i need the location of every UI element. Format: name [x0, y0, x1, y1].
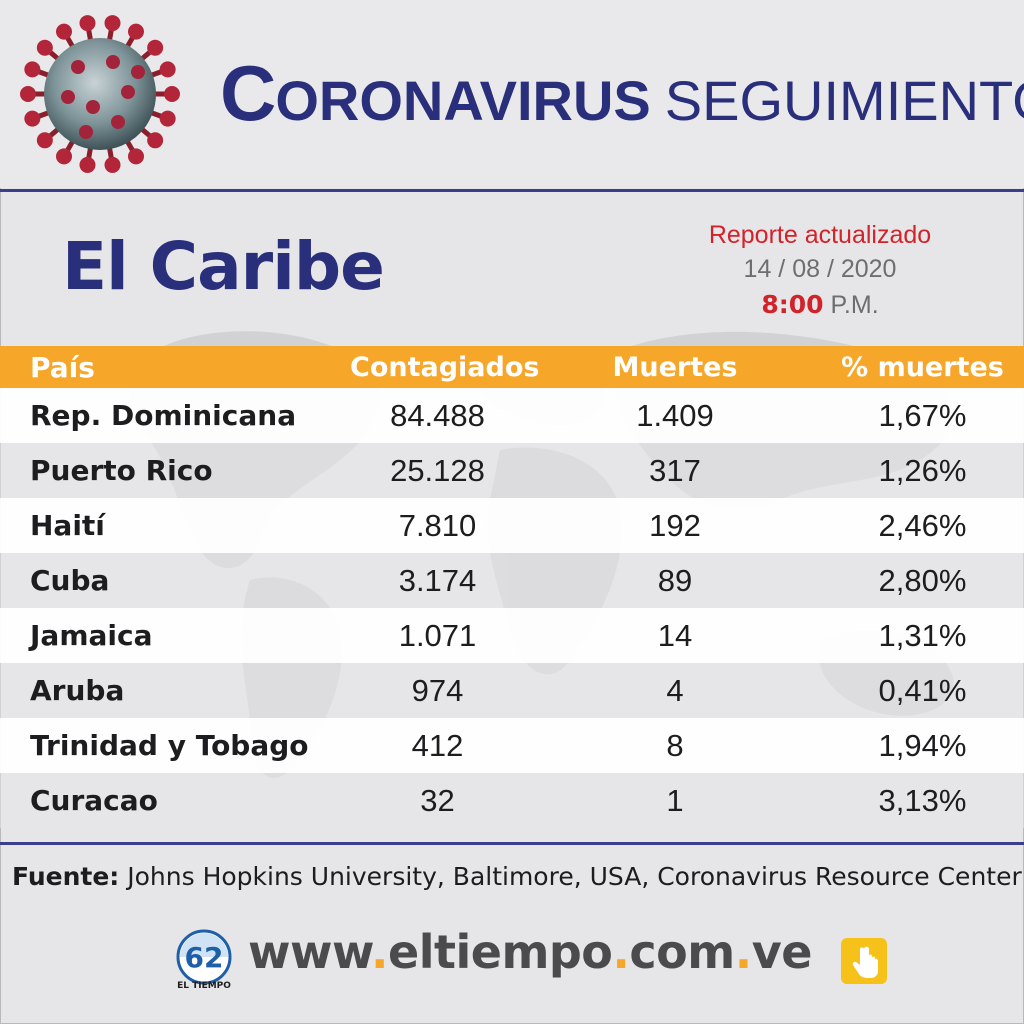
title-main: ORONAVIRUS: [275, 69, 651, 132]
cell-cases: 32: [420, 782, 455, 818]
cell-deaths: 14: [657, 617, 693, 653]
table-row: Puerto Rico 25.128 317 1,26%: [0, 443, 1024, 498]
footer-divider: [0, 842, 1024, 845]
cell-country: Rep. Dominicana: [30, 399, 297, 432]
logo-text: EL TIEMPO: [177, 981, 231, 991]
cell-deaths: 8: [666, 727, 684, 763]
website-link[interactable]: www.eltiempo.com.ve: [248, 925, 812, 979]
page-title: CORONAVIRUS SEGUIMIENTO: [220, 48, 1024, 148]
table-row: Trinidad y Tobago 412 8 1,94%: [0, 718, 1024, 773]
region-title: El Caribe: [62, 228, 385, 305]
cell-country: Curacao: [30, 784, 158, 817]
cell-cases: 412: [411, 727, 464, 763]
cell-pct: 2,80%: [878, 562, 967, 598]
report-time-value: 8:00: [761, 290, 824, 319]
table-row: Cuba 3.174 89 2,80%: [0, 553, 1024, 608]
cell-pct: 1,26%: [878, 452, 967, 488]
title-initial: C: [220, 49, 276, 137]
report-label: Reporte actualizado: [708, 221, 932, 249]
table-row: Haití 7.810 192 2,46%: [0, 498, 1024, 553]
source-text: Johns Hopkins University, Baltimore, USA…: [127, 862, 1022, 891]
cell-deaths: 317: [649, 452, 701, 488]
report-date: 14 / 08 / 2020: [743, 255, 897, 283]
cell-country: Puerto Rico: [30, 454, 213, 487]
cell-cases: 84.488: [390, 397, 485, 433]
cell-cases: 974: [411, 672, 464, 708]
cell-deaths: 1.409: [636, 397, 714, 433]
cell-pct: 3,13%: [878, 782, 967, 818]
cell-pct: 1,31%: [878, 617, 967, 653]
cell-country: Jamaica: [30, 619, 153, 652]
cell-pct: 1,67%: [878, 397, 967, 433]
header-divider: [0, 189, 1024, 192]
cell-pct: 2,46%: [878, 507, 967, 543]
cell-country: Aruba: [30, 674, 125, 707]
cell-deaths: 1: [666, 782, 684, 818]
header-cases: Contagiados: [350, 351, 540, 383]
cell-pct: 1,94%: [878, 727, 967, 763]
table-row: Jamaica 1.071 14 1,31%: [0, 608, 1024, 663]
cell-pct: 0,41%: [878, 672, 967, 708]
header-pct: % muertes: [841, 351, 1004, 383]
url-dot: .: [612, 925, 630, 979]
cell-deaths: 89: [657, 562, 693, 598]
cell-cases: 25.128: [390, 452, 485, 488]
title-secondary: SEGUIMIENTO: [664, 69, 1024, 132]
url-dot: .: [734, 925, 752, 979]
table-row: Aruba 974 4 0,41%: [0, 663, 1024, 718]
cell-cases: 7.810: [398, 507, 477, 543]
url-part: com: [629, 925, 735, 979]
source-note: Fuente: Johns Hopkins University, Baltim…: [12, 862, 1022, 891]
footer: 62 EL TIEMPO www.eltiempo.com.ve: [172, 925, 902, 995]
cell-country: Haití: [30, 509, 105, 542]
url-part: eltiempo: [388, 925, 613, 979]
pointer-hand-icon: [841, 938, 887, 984]
table-row: Curacao 32 1 3,13%: [0, 773, 1024, 828]
cell-country: Cuba: [30, 564, 110, 597]
cell-deaths: 4: [666, 672, 684, 708]
url-dot: .: [371, 925, 389, 979]
stats-table: País Contagiados Muertes % muertes Rep. …: [0, 346, 1024, 828]
header-deaths: Muertes: [612, 351, 738, 383]
report-meridiem: P.M.: [830, 291, 879, 319]
el-tiempo-logo: 62 EL TIEMPO: [176, 929, 232, 991]
cell-cases: 1.071: [398, 617, 477, 653]
report-info: Reporte actualizado 14 / 08 / 2020 8:00 …: [690, 218, 950, 324]
logo-number: 62: [185, 941, 224, 974]
header: CORONAVIRUS SEGUIMIENTO: [0, 0, 1024, 188]
cell-deaths: 192: [649, 507, 701, 543]
table-header: País Contagiados Muertes % muertes: [0, 346, 1024, 388]
source-label: Fuente:: [12, 862, 120, 891]
report-time: 8:00 P.M.: [690, 286, 950, 324]
cell-country: Trinidad y Tobago: [30, 729, 309, 762]
header-country: País: [30, 350, 95, 384]
url-part: www: [248, 925, 372, 979]
table-row: Rep. Dominicana 84.488 1.409 1,67%: [0, 388, 1024, 443]
url-part: ve: [751, 925, 813, 979]
cell-cases: 3.174: [398, 562, 477, 598]
coronavirus-icon: [20, 15, 180, 173]
